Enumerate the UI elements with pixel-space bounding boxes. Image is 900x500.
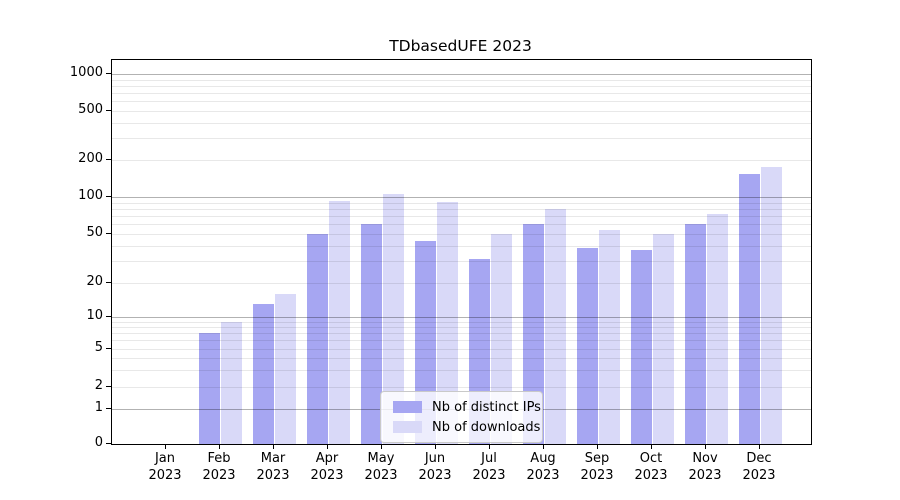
gridline-600: [112, 101, 811, 103]
plot-area: Nb of distinct IPs Nb of downloads: [111, 59, 812, 445]
chart-title: TDbasedUFE 2023: [389, 37, 532, 55]
gridline-3: [112, 369, 811, 371]
gridline-50: [112, 233, 811, 235]
gridline-8: [112, 327, 811, 329]
legend: Nb of distinct IPs Nb of downloads: [380, 391, 543, 443]
y-tick-label-10: 10: [86, 308, 103, 323]
gridline-60: [112, 224, 811, 226]
x-tick-label-jul: Jul 2023: [472, 451, 506, 483]
bar-distinct-ips-nov: [684, 224, 706, 444]
bar-downloads-may: [382, 194, 404, 444]
gridline-20: [112, 283, 811, 284]
bar-distinct-ips-dec: [738, 173, 760, 444]
gridline-30: [112, 261, 811, 263]
bar-downloads-aug: [544, 208, 566, 444]
x-tick-label-apr: Apr 2023: [310, 451, 344, 483]
x-tick-label-oct: Oct 2023: [634, 451, 668, 483]
bar-distinct-ips-sep: [576, 248, 598, 444]
bar-downloads-nov: [706, 214, 728, 444]
bar-distinct-ips-may: [360, 224, 382, 444]
bar-distinct-ips-apr: [306, 233, 328, 444]
gridline-700: [112, 93, 811, 95]
x-tick-label-jun: Jun 2023: [418, 451, 452, 483]
gridline-40: [112, 245, 811, 247]
x-tick-label-nov: Nov 2023: [688, 451, 722, 483]
gridline-300: [112, 138, 811, 140]
gridline-100: [112, 197, 811, 198]
bar-downloads-jun: [436, 201, 458, 444]
y-tick-label-5: 5: [94, 339, 103, 355]
bar-downloads-mar: [274, 293, 296, 444]
bar-downloads-oct: [652, 233, 674, 444]
gridline-6: [112, 340, 811, 342]
y-tick-label-200: 200: [78, 151, 103, 167]
x-tick-label-mar: Mar 2023: [256, 451, 290, 483]
gridline-4: [112, 357, 811, 359]
bar-downloads-feb: [220, 321, 242, 444]
bar-distinct-ips-mar: [252, 304, 274, 444]
gridline-7: [112, 333, 811, 335]
y-tick-label-2: 2: [94, 377, 103, 393]
x-tick-label-dec: Dec 2023: [742, 451, 776, 483]
bar-downloads-apr: [328, 200, 350, 444]
y-tick-label-1000: 1000: [69, 65, 103, 81]
y-tick-label-500: 500: [78, 102, 103, 117]
bars-layer: [112, 60, 811, 444]
gridline-1000: [112, 74, 811, 76]
gridline-800: [112, 86, 811, 88]
y-tick-label-1: 1: [94, 400, 103, 416]
x-tick-label-aug: Aug 2023: [526, 451, 560, 483]
x-tick-label-feb: Feb 2023: [202, 451, 236, 483]
y-tick-label-20: 20: [86, 274, 103, 289]
y-tick-label-100: 100: [78, 188, 103, 203]
x-tick-label-may: May 2023: [364, 451, 398, 483]
bar-downloads-sep: [598, 229, 620, 444]
gridline-70: [112, 215, 811, 217]
gridline-400: [112, 123, 811, 124]
x-tick-label-sep: Sep 2023: [580, 451, 614, 483]
x-tick-label-jan: Jan 2023: [148, 451, 182, 483]
legend-label-distinct-ips: Nb of distinct IPs: [432, 399, 541, 415]
legend-item-distinct-ips: Nb of distinct IPs: [393, 397, 541, 417]
legend-swatch-distinct-ips: [393, 401, 422, 413]
bar-downloads-dec: [760, 167, 782, 444]
gridline-80: [112, 208, 811, 210]
bar-distinct-ips-feb: [198, 333, 220, 444]
gridline-5: [112, 348, 811, 350]
gridline-2: [112, 386, 811, 388]
legend-label-downloads: Nb of downloads: [432, 419, 541, 435]
gridline-9: [112, 321, 811, 323]
gridline-900: [112, 79, 811, 81]
gridline-500: [112, 111, 811, 112]
y-tick-label-50: 50: [86, 224, 103, 240]
bar-distinct-ips-aug: [522, 224, 544, 444]
gridline-10: [112, 317, 811, 318]
gridlines-layer: [112, 60, 811, 444]
legend-item-downloads: Nb of downloads: [393, 417, 540, 437]
gridline-90: [112, 202, 811, 204]
y-tick-label-0: 0: [94, 435, 103, 450]
bar-distinct-ips-oct: [630, 249, 652, 444]
gridline-200: [112, 160, 811, 162]
legend-swatch-downloads: [393, 421, 422, 433]
